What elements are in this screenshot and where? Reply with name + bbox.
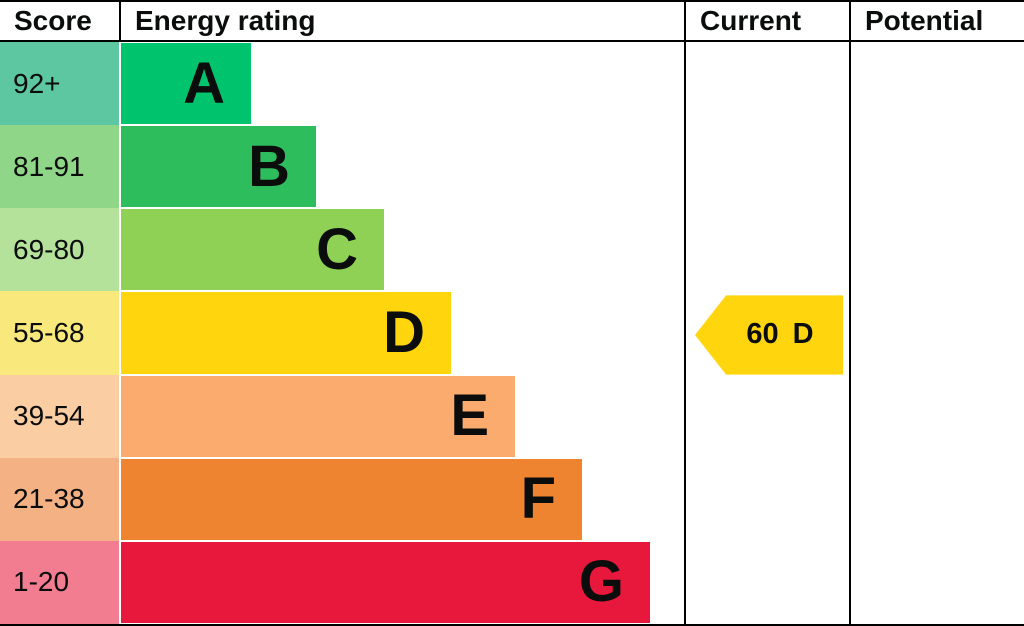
rating-bar: G <box>121 541 650 623</box>
band-row-e: 39-54 E <box>0 374 1024 458</box>
bar-area: E <box>119 374 684 458</box>
potential-cell <box>849 125 1024 209</box>
current-cell <box>684 540 849 624</box>
potential-cell <box>849 540 1024 624</box>
rating-letter: B <box>248 133 290 199</box>
rating-bar: F <box>121 458 582 540</box>
bar-area: A <box>119 42 684 126</box>
band-row-c: 69-80 C <box>0 208 1024 292</box>
potential-cell <box>849 457 1024 541</box>
rating-letter: F <box>520 466 556 532</box>
score-range: 55-68 <box>0 291 119 375</box>
score-range: 1-20 <box>0 540 119 624</box>
rating-bar: C <box>121 209 384 291</box>
rating-bar: A <box>121 43 251 125</box>
current-cell <box>684 42 849 126</box>
current-cell <box>684 457 849 541</box>
rating-letter: A <box>183 50 225 116</box>
score-range: 39-54 <box>0 374 119 458</box>
rating-letter: D <box>383 299 425 365</box>
band-row-g: 1-20 G <box>0 540 1024 624</box>
band-rows: 92+ A 81-91 B 69-80 C <box>0 42 1024 624</box>
current-cell <box>684 208 849 292</box>
rating-letter: E <box>450 383 489 449</box>
potential-cell <box>849 374 1024 458</box>
current-cell <box>684 291 849 375</box>
header-current: Current <box>684 2 849 40</box>
potential-cell <box>849 42 1024 126</box>
bar-area: C <box>119 208 684 292</box>
bar-area: B <box>119 125 684 209</box>
bar-area: D <box>119 291 684 375</box>
score-range: 92+ <box>0 42 119 126</box>
band-row-f: 21-38 F <box>0 457 1024 541</box>
rating-bar: D <box>121 292 451 374</box>
current-score-value: 60 <box>746 318 779 351</box>
current-rating-arrow: 60 D <box>695 295 843 375</box>
current-cell <box>684 125 849 209</box>
score-range: 21-38 <box>0 457 119 541</box>
header-energy-rating: Energy rating <box>119 2 684 40</box>
rating-bar: E <box>121 375 515 457</box>
rating-bar: B <box>121 126 316 208</box>
header-potential: Potential <box>849 2 1024 40</box>
header-score: Score <box>14 5 92 36</box>
current-cell <box>684 374 849 458</box>
band-row-d: 55-68 D <box>0 291 1024 375</box>
band-row-b: 81-91 B <box>0 125 1024 209</box>
rating-letter: G <box>578 549 624 615</box>
current-rating-letter: D <box>792 318 814 351</box>
epc-header: Score Energy rating Current Potential <box>0 2 1024 42</box>
bar-area: F <box>119 457 684 541</box>
potential-cell <box>849 208 1024 292</box>
score-range: 69-80 <box>0 208 119 292</box>
score-range: 81-91 <box>0 125 119 209</box>
bar-area: G <box>119 540 684 624</box>
potential-cell <box>849 291 1024 375</box>
rating-letter: C <box>316 216 358 282</box>
band-row-a: 92+ A <box>0 42 1024 126</box>
